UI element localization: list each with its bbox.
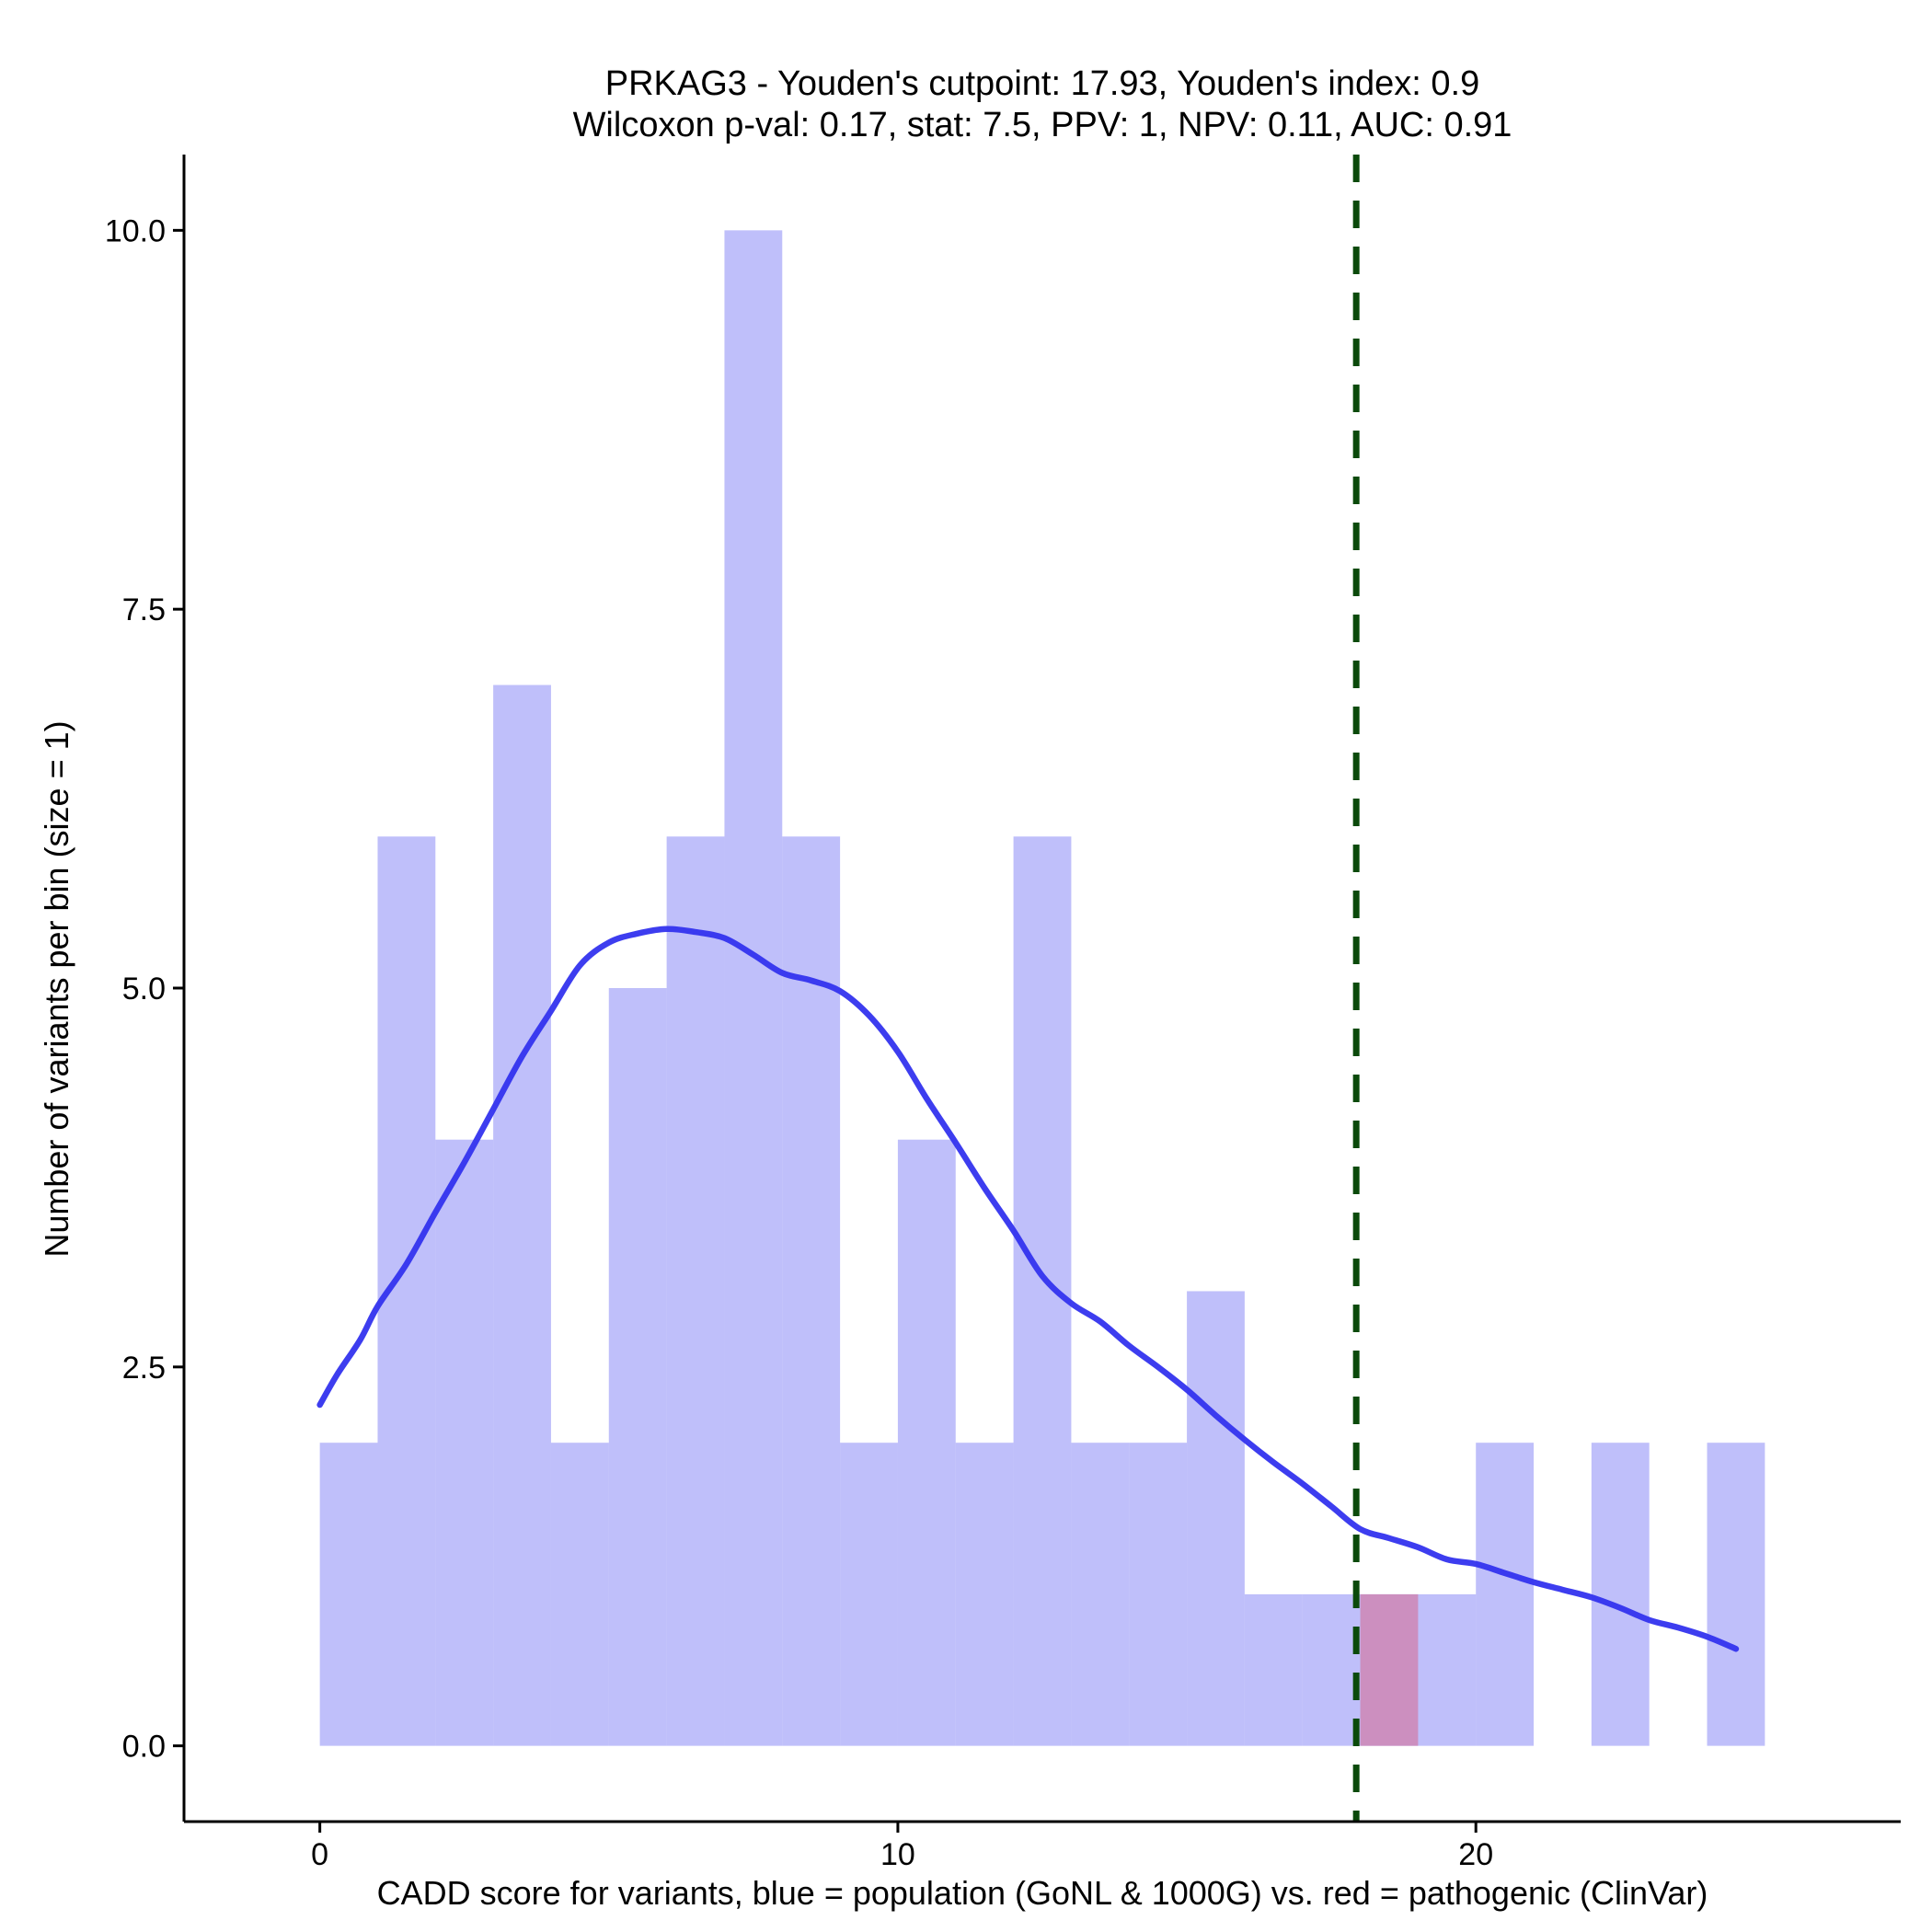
- y-tick-label-5: 5.0: [122, 972, 166, 1006]
- x-tick-label-20: 20: [1458, 1837, 1493, 1872]
- chart-title-line-1: PRKAG3 - Youden's cutpoint: 17.93, Youde…: [605, 64, 1479, 103]
- population-bar-10: [897, 1139, 956, 1746]
- population-bar-16: [1244, 1593, 1303, 1746]
- population-bar-20: [1476, 1443, 1535, 1746]
- population-bar-7: [724, 230, 783, 1746]
- pathogenic-bar-18: [1360, 1593, 1419, 1746]
- population-bar-3: [493, 684, 551, 1746]
- x-tick-label-0: 0: [311, 1837, 328, 1872]
- population-bar-15: [1187, 1291, 1245, 1746]
- population-bar-13: [1071, 1443, 1130, 1746]
- population-bar-19: [1418, 1593, 1477, 1746]
- population-bar-22: [1591, 1443, 1650, 1746]
- x-tick-label-10: 10: [880, 1837, 915, 1872]
- population-bar-24: [1707, 1443, 1765, 1746]
- population-bar-9: [840, 1443, 898, 1746]
- population-bar-5: [608, 988, 667, 1746]
- population-bar-4: [550, 1443, 609, 1746]
- y-tick-label-7.5: 7.5: [122, 592, 166, 627]
- population-bar-2: [435, 1139, 494, 1746]
- population-bar-11: [955, 1443, 1014, 1746]
- population-bar-14: [1129, 1443, 1188, 1746]
- y-tick-label-0: 0.0: [122, 1730, 166, 1765]
- y-tick-label-10: 10.0: [105, 213, 166, 248]
- density-curve: [316, 926, 1740, 1652]
- y-axis-title: Number of variants per bin (size = 1): [38, 720, 75, 1257]
- y-tick-label-2.5: 2.5: [122, 1351, 166, 1386]
- chart-title-line-2: Wilcoxon p-val: 0.17, stat: 7.5, PPV: 1,…: [573, 106, 1512, 144]
- x-axis-title: CADD score for variants, blue = populati…: [377, 1874, 1708, 1912]
- population-bar-17: [1302, 1593, 1361, 1746]
- density-curve-layer: [316, 926, 1740, 1652]
- axis-ticks: 0 10 20 0.0 2.5 5.0 7.5 10.0: [105, 213, 1493, 1872]
- histogram-bars: [319, 230, 1765, 1746]
- population-bar-6: [666, 836, 725, 1746]
- population-bar-12: [1013, 836, 1072, 1746]
- population-bar-0: [319, 1443, 378, 1746]
